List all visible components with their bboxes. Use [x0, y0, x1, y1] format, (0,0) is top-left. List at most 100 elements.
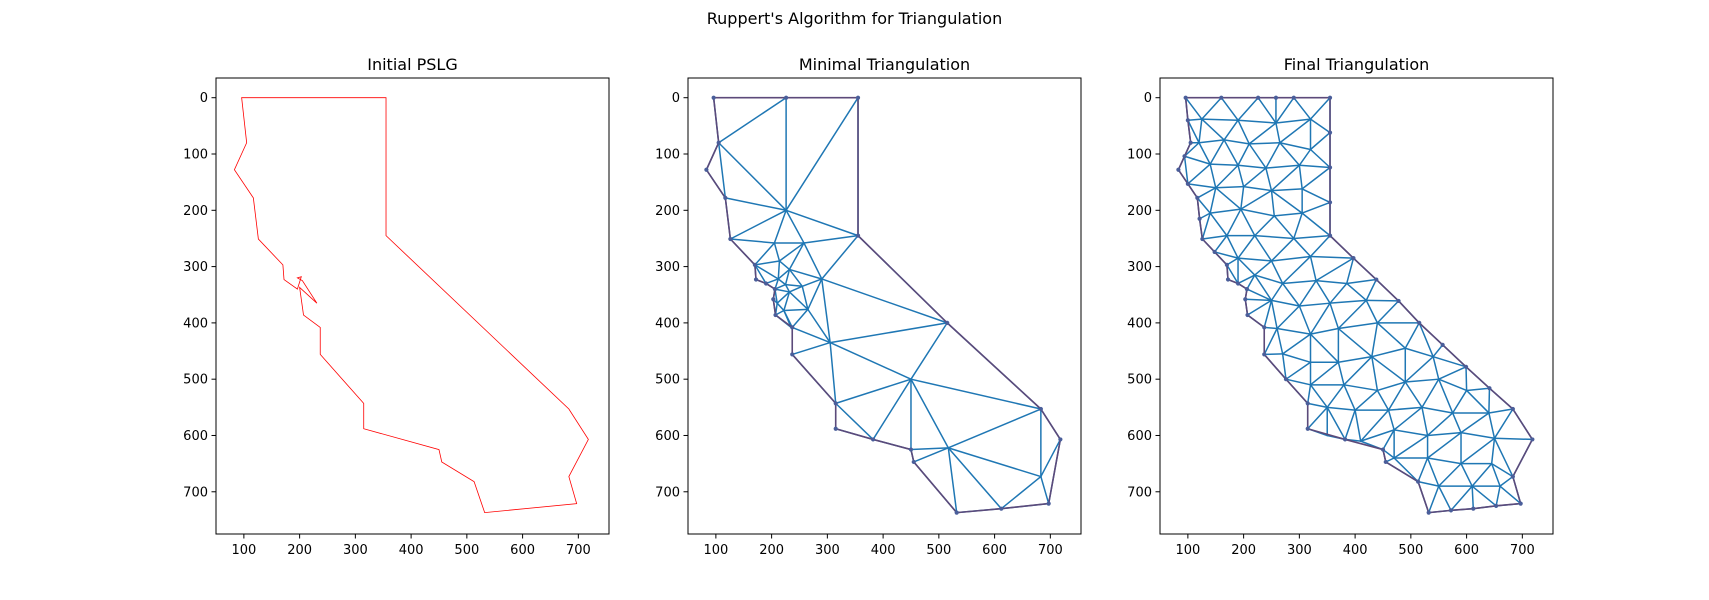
mesh-edge — [1426, 431, 1462, 437]
mesh-edge — [1275, 96, 1295, 124]
mesh-edge — [1488, 412, 1496, 440]
vertex-marker — [1351, 256, 1356, 261]
vertex-marker — [908, 447, 914, 452]
mesh-edge — [1213, 251, 1239, 259]
mesh-edge — [1273, 212, 1303, 217]
mesh-edge — [910, 378, 950, 449]
vertex-marker — [773, 312, 778, 318]
x-tick-label: 300 — [815, 543, 840, 558]
vertex-marker — [1224, 262, 1229, 268]
mesh-edge — [1254, 234, 1295, 240]
x-tick-label: 100 — [703, 543, 728, 558]
mesh-edge — [724, 197, 787, 212]
vertex-marker — [1262, 352, 1267, 357]
mesh-edge — [791, 326, 831, 344]
mesh-edge — [1493, 437, 1534, 441]
mesh-edge — [947, 447, 1003, 510]
vertex-marker — [855, 233, 861, 238]
mesh-edge — [1265, 164, 1301, 169]
vertex-marker — [1243, 297, 1248, 302]
mesh-edge — [1432, 355, 1440, 380]
vertex-marker — [1327, 95, 1333, 100]
mesh-edge — [1460, 431, 1496, 440]
mesh-edge — [1337, 355, 1373, 364]
mesh-edge — [1183, 141, 1200, 158]
vertex-marker — [1417, 320, 1422, 325]
vertex-marker — [1245, 312, 1250, 318]
mesh-edge — [1285, 378, 1312, 386]
vertex-marker — [1463, 364, 1469, 369]
x-tick-label: 400 — [399, 543, 424, 558]
y-tick-label: 300 — [655, 260, 680, 275]
plot-area — [1176, 95, 1535, 515]
x-tick-label: 200 — [287, 543, 312, 558]
mesh-edge — [829, 341, 837, 405]
vertex-marker — [1471, 506, 1476, 511]
x-tick-label: 200 — [759, 543, 784, 558]
mesh-edge — [1270, 299, 1278, 330]
mesh-edge — [1417, 480, 1440, 487]
mesh-edge — [1393, 434, 1429, 459]
axes-title: Final Triangulation — [1284, 55, 1430, 74]
x-tick-label: 600 — [982, 543, 1007, 558]
mesh-edge — [717, 141, 787, 212]
vertex-marker — [1200, 236, 1205, 242]
mesh-edge — [1371, 322, 1379, 358]
y-tick-label: 300 — [183, 260, 208, 275]
vertex-marker — [1212, 249, 1217, 255]
mesh-edge — [1298, 279, 1317, 307]
mesh-edge — [1359, 409, 1390, 442]
mesh-edge — [1437, 366, 1467, 380]
mesh-edge — [1183, 155, 1189, 185]
mesh-edge — [1298, 164, 1303, 190]
mesh-edge — [1293, 96, 1312, 120]
mesh-edge — [1281, 279, 1317, 285]
mesh-edge — [1495, 485, 1501, 507]
vertex-marker — [1415, 479, 1421, 484]
mesh-edge — [784, 268, 791, 286]
mesh-edge — [729, 209, 787, 240]
mesh-edge — [1359, 429, 1395, 442]
vertex-marker — [752, 262, 757, 268]
vertex-marker — [911, 459, 916, 465]
mesh-edge — [776, 291, 791, 304]
y-tick-label: 400 — [183, 316, 208, 331]
vertex-marker — [1188, 140, 1193, 145]
vertex-marker — [945, 320, 950, 325]
mesh-edge — [1237, 119, 1250, 145]
mesh-edge — [1451, 412, 1462, 434]
vertex-marker — [870, 437, 876, 442]
vertex-marker — [1383, 459, 1388, 465]
mesh-edge — [777, 260, 781, 280]
mesh-edge — [1254, 260, 1273, 276]
mesh-edge — [1387, 406, 1423, 411]
mesh-edge — [1237, 164, 1267, 169]
y-tick-label: 200 — [1127, 204, 1152, 219]
mesh-edge — [1345, 278, 1378, 285]
mesh-edge — [1293, 234, 1331, 240]
mesh-edge — [1187, 118, 1203, 121]
vertex-marker — [954, 510, 959, 515]
mesh-edge — [1329, 282, 1348, 304]
mesh-edge — [1376, 389, 1390, 411]
plot-area — [233, 97, 589, 514]
mesh-edge — [1471, 485, 1497, 507]
vertex-marker — [1197, 216, 1202, 221]
y-tick-label: 600 — [655, 429, 680, 444]
vertex-marker — [1283, 377, 1289, 382]
mesh-edge — [1270, 260, 1284, 285]
mesh-edge — [1275, 118, 1312, 124]
vertex-marker — [1219, 95, 1224, 100]
mesh-edge — [785, 209, 805, 244]
vertex-marker — [999, 506, 1004, 511]
mesh-edge — [1240, 189, 1273, 210]
mesh-edge — [1465, 389, 1490, 414]
mesh-edge — [788, 291, 809, 311]
mesh-edge — [1306, 406, 1328, 430]
mesh-edge — [1237, 257, 1256, 276]
mesh-edge — [1432, 344, 1444, 358]
mesh-edge — [788, 268, 804, 288]
mesh-edge — [1254, 234, 1273, 262]
mesh-edge — [1465, 366, 1468, 392]
